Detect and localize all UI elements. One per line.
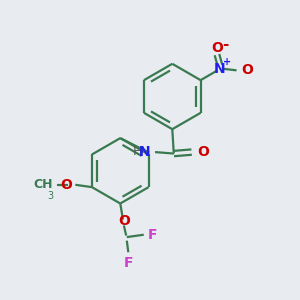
Text: O: O: [211, 41, 223, 55]
Text: O: O: [198, 145, 209, 159]
Text: 3: 3: [47, 191, 53, 201]
Text: O: O: [242, 63, 254, 77]
Text: N: N: [214, 62, 226, 76]
Text: H: H: [133, 145, 142, 158]
Text: -: -: [222, 37, 229, 52]
Text: N: N: [138, 145, 150, 159]
Text: +: +: [223, 57, 231, 67]
Text: F: F: [148, 228, 158, 242]
Text: CH: CH: [34, 178, 53, 191]
Text: O: O: [118, 214, 130, 228]
Text: F: F: [124, 256, 133, 270]
Text: O: O: [60, 178, 72, 192]
